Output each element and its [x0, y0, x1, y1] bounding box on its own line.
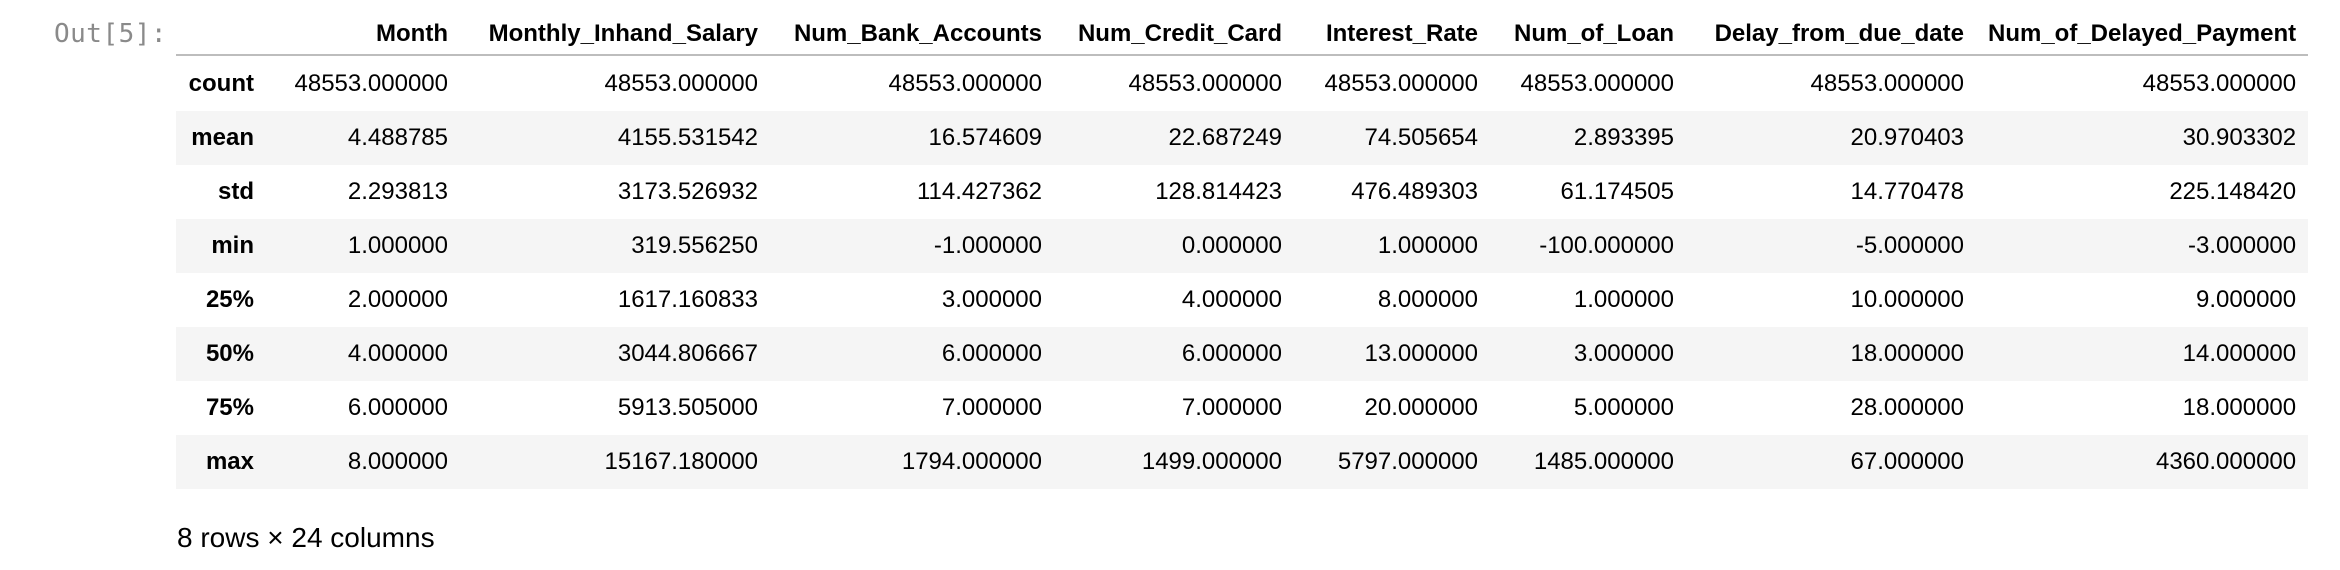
dataframe-output: Month Monthly_Inhand_Salary Num_Bank_Acc… [176, 14, 2309, 489]
table-cell: 4360.000000 [2155, 448, 2297, 475]
table-cell: 1794.000000 [901, 448, 1042, 475]
table-cell: 48553.000000 [294, 69, 449, 97]
table-cell: 48553.000000 [888, 69, 1043, 97]
output-prompt: Out[5]: [54, 19, 168, 49]
table-cell: 20.970403 [1850, 124, 1964, 151]
table-cell: 6.000000 [941, 340, 1042, 367]
column-header: Month [266, 14, 460, 56]
table-row: count 48553.000000 48553.000000 48553.00… [176, 55, 2308, 111]
row-label: 75% [205, 394, 254, 421]
row-label: mean [191, 124, 254, 151]
table-cell: 48553.000000 [1324, 69, 1479, 97]
table-cell: 114.427362 [916, 178, 1042, 205]
column-header: Delay_from_due_date [1686, 14, 1976, 56]
table-cell: 128.814423 [1155, 178, 1282, 205]
table-cell: 48553.000000 [1520, 69, 1675, 97]
row-label: max [205, 448, 254, 475]
table-cell: 48553.000000 [604, 69, 759, 97]
table-cell: 1485.000000 [1533, 448, 1674, 475]
column-header: Num_of_Delayed_Payment [1976, 14, 2309, 56]
table-cell: -3.000000 [2188, 232, 2297, 259]
table-cell: 13.000000 [1364, 340, 1478, 367]
table-cell: 20.000000 [1364, 394, 1478, 421]
row-label: std [218, 178, 254, 205]
row-label: 25% [205, 286, 254, 313]
table-cell: 3.000000 [1573, 340, 1674, 367]
table-cell: 5.000000 [1573, 394, 1674, 421]
table-cell: 9.000000 [2196, 286, 2297, 313]
column-header: Num_Bank_Accounts [770, 14, 1054, 56]
table-cell: 7.000000 [1181, 394, 1282, 421]
table-cell: 1.000000 [1573, 286, 1674, 313]
table-cell: 48553.000000 [1128, 69, 1283, 97]
column-header: Num_Credit_Card [1054, 14, 1294, 56]
table-cell: 3044.806667 [617, 340, 758, 367]
table-cell: 14.770478 [1850, 178, 1964, 205]
column-header: Monthly_Inhand_Salary [460, 14, 770, 56]
table-cell: 1.000000 [1377, 232, 1478, 259]
table-cell: 4.000000 [347, 340, 448, 367]
table-row: max 8.000000 15167.180000 1794.000000 14… [176, 435, 2309, 489]
table-cell: 5797.000000 [1337, 448, 1478, 475]
table-cell: 8.000000 [347, 448, 448, 475]
table-cell: 7.000000 [941, 394, 1042, 421]
table-cell: 18.000000 [1850, 340, 1964, 367]
table-cell: -5.000000 [1855, 232, 1964, 259]
table-cell: 8.000000 [1377, 286, 1478, 313]
table-cell: 6.000000 [347, 394, 448, 421]
table-cell: -1.000000 [933, 232, 1042, 259]
index-header [176, 14, 266, 56]
row-label: 50% [205, 340, 254, 367]
table-row: 25% 2.000000 1617.160833 3.000000 4.0000… [176, 273, 2308, 327]
header-row: Month Monthly_Inhand_Salary Num_Bank_Acc… [176, 14, 2309, 56]
table-cell: -100.000000 [1539, 232, 1674, 259]
table-cell: 4.488785 [347, 124, 448, 151]
table-row: 50% 4.000000 3044.806667 6.000000 6.0000… [176, 327, 2309, 381]
table-cell: 30.903302 [2182, 124, 2297, 151]
table-cell: 1499.000000 [1141, 448, 1282, 475]
table-row: 75% 6.000000 5913.505000 7.000000 7.0000… [176, 381, 2308, 435]
table-row: mean 4.488785 4155.531542 16.574609 22.6… [176, 111, 2309, 165]
table-cell: 48553.000000 [2142, 69, 2297, 97]
table-cell: 3.000000 [941, 286, 1042, 313]
row-label: min [211, 232, 254, 259]
table-cell: 18.000000 [2182, 394, 2297, 421]
table-cell: 15167.180000 [604, 448, 759, 475]
table-cell: 48553.000000 [1810, 69, 1965, 97]
table-cell: 2.000000 [347, 286, 448, 313]
table-cell: 14.000000 [2182, 340, 2297, 367]
row-label: count [188, 69, 254, 97]
column-header: Num_of_Loan [1490, 14, 1686, 56]
table-row: std 2.293813 3173.526932 114.427362 128.… [176, 165, 2308, 219]
table-cell: 476.489303 [1351, 178, 1478, 205]
table-cell: 5913.505000 [617, 394, 758, 421]
table-cell: 4.000000 [1181, 286, 1282, 313]
table-cell: 0.000000 [1181, 232, 1282, 259]
describe-table: Month Monthly_Inhand_Salary Num_Bank_Acc… [176, 14, 2309, 489]
table-cell: 28.000000 [1850, 394, 1964, 421]
table-cell: 10.000000 [1850, 286, 1964, 313]
table-cell: 2.293813 [347, 178, 448, 205]
table-cell: 225.148420 [2169, 178, 2297, 205]
table-row: min 1.000000 319.556250 -1.000000 0.0000… [176, 219, 2309, 273]
column-header: Interest_Rate [1294, 14, 1490, 56]
table-cell: 6.000000 [1181, 340, 1282, 367]
table-cell: 3173.526932 [617, 178, 758, 205]
table-cell: 2.893395 [1573, 124, 1674, 151]
table-cell: 74.505654 [1364, 124, 1478, 151]
table-cell: 16.574609 [928, 124, 1042, 151]
table-cell: 61.174505 [1560, 178, 1674, 205]
table-cell: 319.556250 [631, 232, 758, 259]
table-cell: 22.687249 [1168, 124, 1282, 151]
dataframe-shape-caption: 8 rows × 24 columns [177, 522, 435, 553]
table-cell: 4155.531542 [617, 124, 758, 151]
table-cell: 1617.160833 [617, 286, 758, 313]
table-cell: 1.000000 [347, 232, 448, 259]
table-cell: 67.000000 [1850, 448, 1964, 475]
